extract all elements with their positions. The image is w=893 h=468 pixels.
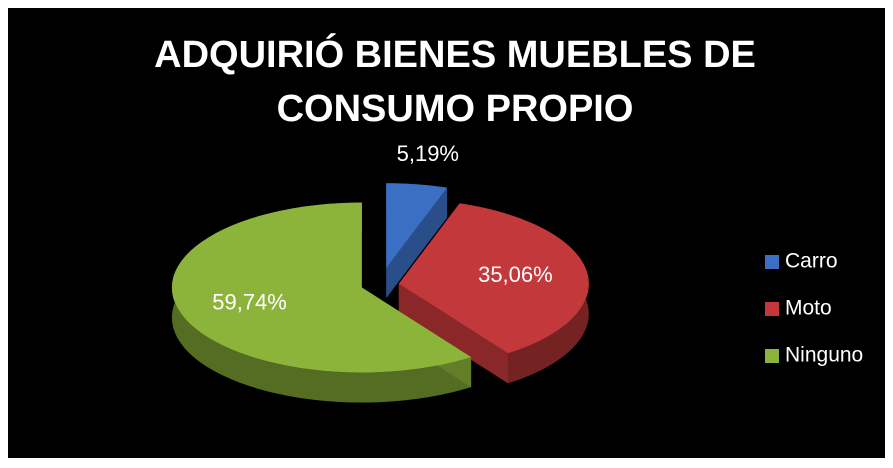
legend-label: Ninguno bbox=[785, 344, 863, 367]
legend-swatch bbox=[765, 302, 779, 316]
value-label: 35,06% bbox=[478, 262, 553, 287]
slice-side bbox=[171, 202, 472, 403]
pie-slice bbox=[171, 202, 472, 373]
legend-label: Carro bbox=[785, 250, 838, 273]
slice-wall bbox=[386, 187, 448, 299]
chart-title: ADQUIRIÓ BIENES MUEBLES DE CONSUMO PROPI… bbox=[154, 34, 756, 130]
legend-label: Moto bbox=[785, 297, 832, 320]
legend-swatch bbox=[765, 255, 779, 269]
pie-slice bbox=[386, 183, 448, 269]
pie-slice bbox=[398, 203, 589, 354]
legend-swatch bbox=[765, 349, 779, 363]
value-label: 59,74% bbox=[212, 289, 287, 314]
value-label: 5,19% bbox=[397, 141, 459, 166]
slice-wall bbox=[398, 283, 509, 384]
